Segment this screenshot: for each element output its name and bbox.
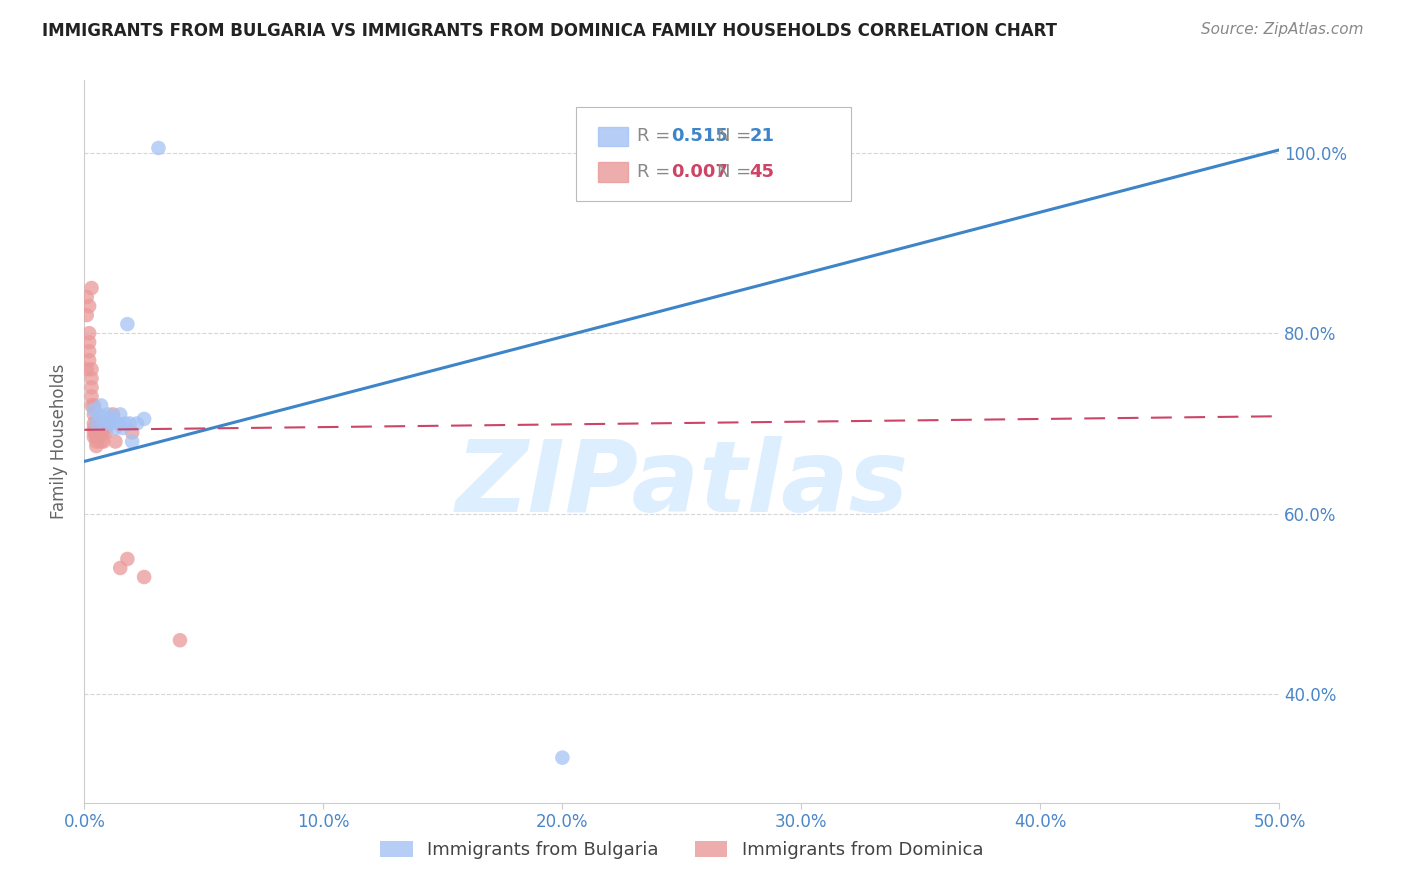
Point [132, 412, 156, 426]
Point [94, 412, 117, 426]
Point [111, 421, 134, 435]
Point [77, 326, 100, 341]
Point [94, 425, 117, 440]
Text: Source: ZipAtlas.com: Source: ZipAtlas.com [1201, 22, 1364, 37]
Point [132, 570, 156, 584]
Point [93, 434, 115, 449]
Point [80, 281, 103, 295]
Point [101, 412, 124, 426]
Text: N =: N = [717, 128, 756, 145]
Point [77, 335, 100, 350]
Text: 21: 21 [749, 128, 775, 145]
Text: N =: N = [717, 163, 756, 181]
Point [90, 434, 112, 449]
Point [110, 561, 132, 575]
Point [86, 439, 108, 453]
Point [80, 371, 103, 385]
Point [87, 408, 110, 422]
Point [104, 434, 127, 449]
Point [117, 317, 139, 331]
Point [93, 417, 115, 431]
Text: 0.515: 0.515 [671, 128, 727, 145]
Point [83, 430, 105, 444]
Point [90, 425, 112, 440]
Point [100, 417, 122, 431]
Point [125, 417, 148, 431]
Point [169, 633, 191, 648]
Point [77, 344, 100, 359]
Point [83, 421, 105, 435]
Point [121, 434, 143, 449]
Point [77, 353, 100, 368]
Point [80, 398, 103, 412]
Legend: Immigrants from Bulgaria, Immigrants from Dominica: Immigrants from Bulgaria, Immigrants fro… [373, 833, 991, 866]
Text: ZIPatlas: ZIPatlas [456, 436, 908, 533]
Point [104, 421, 127, 435]
Point [80, 362, 103, 376]
Point [117, 552, 139, 566]
Point [86, 425, 108, 440]
Point [101, 408, 124, 422]
Point [80, 389, 103, 403]
Point [87, 421, 110, 435]
Point [94, 417, 117, 431]
Point [76, 290, 98, 304]
Point [80, 380, 103, 394]
Point [107, 417, 129, 431]
Point [97, 417, 120, 431]
Y-axis label: Family Households: Family Households [51, 364, 69, 519]
Point [118, 417, 141, 431]
Point [83, 403, 105, 417]
Point [93, 421, 115, 435]
Text: 45: 45 [749, 163, 775, 181]
Point [76, 308, 98, 322]
Point [93, 425, 115, 440]
Point [114, 417, 136, 431]
Point [83, 417, 105, 431]
Point [110, 408, 132, 422]
Point [121, 425, 143, 440]
Point [83, 408, 105, 422]
Point [86, 434, 108, 449]
Point [148, 141, 170, 155]
Point [86, 421, 108, 435]
Point [76, 362, 98, 376]
Point [86, 430, 108, 444]
Point [86, 417, 108, 431]
Point [86, 417, 108, 431]
Point [551, 750, 574, 764]
Text: 0.007: 0.007 [671, 163, 727, 181]
Point [90, 421, 112, 435]
Point [83, 425, 105, 440]
Point [83, 398, 105, 412]
Point [87, 430, 110, 444]
Text: R =: R = [637, 128, 676, 145]
Point [87, 417, 110, 431]
Point [90, 398, 112, 412]
Point [77, 299, 100, 313]
Text: IMMIGRANTS FROM BULGARIA VS IMMIGRANTS FROM DOMINICA FAMILY HOUSEHOLDS CORRELATI: IMMIGRANTS FROM BULGARIA VS IMMIGRANTS F… [42, 22, 1057, 40]
Text: R =: R = [637, 163, 676, 181]
Point [97, 408, 120, 422]
